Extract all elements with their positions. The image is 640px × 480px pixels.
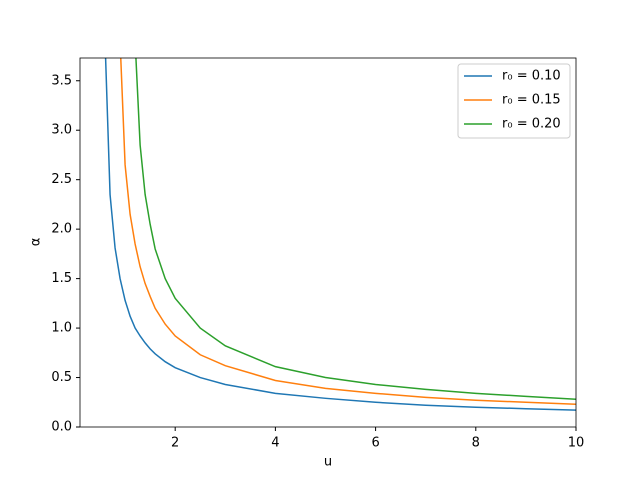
line <box>135 58 576 401</box>
legend-label: r₀ = 0.20 <box>502 117 561 132</box>
y-tick-label: 2.5 <box>51 172 72 187</box>
y-tick-label: 2.0 <box>51 222 72 237</box>
y-tick-label: 0.0 <box>51 420 72 435</box>
axes-frame <box>79 57 577 428</box>
x-tick-label: 8 <box>472 436 480 451</box>
y-tick-label: 1.5 <box>51 271 72 286</box>
y-tick-label: 3.5 <box>51 73 72 88</box>
y-label: α <box>29 238 44 247</box>
y-tick-label: 1.0 <box>51 321 72 336</box>
legend-label: r₀ = 0.10 <box>502 69 561 84</box>
legend-label: r₀ = 0.15 <box>502 93 561 108</box>
line <box>104 58 576 411</box>
plot-area <box>104 58 576 411</box>
x-tick-label: 10 <box>568 436 585 451</box>
legend-box <box>457 63 571 139</box>
x-tick-label: 6 <box>371 436 379 451</box>
y-tick-label: 3.0 <box>51 123 72 138</box>
x-tick-label: 4 <box>271 436 279 451</box>
y-tick-label: 0.5 <box>51 370 72 385</box>
x-label: u <box>324 455 332 470</box>
x-tick-label: 2 <box>171 436 179 451</box>
line <box>120 58 576 405</box>
